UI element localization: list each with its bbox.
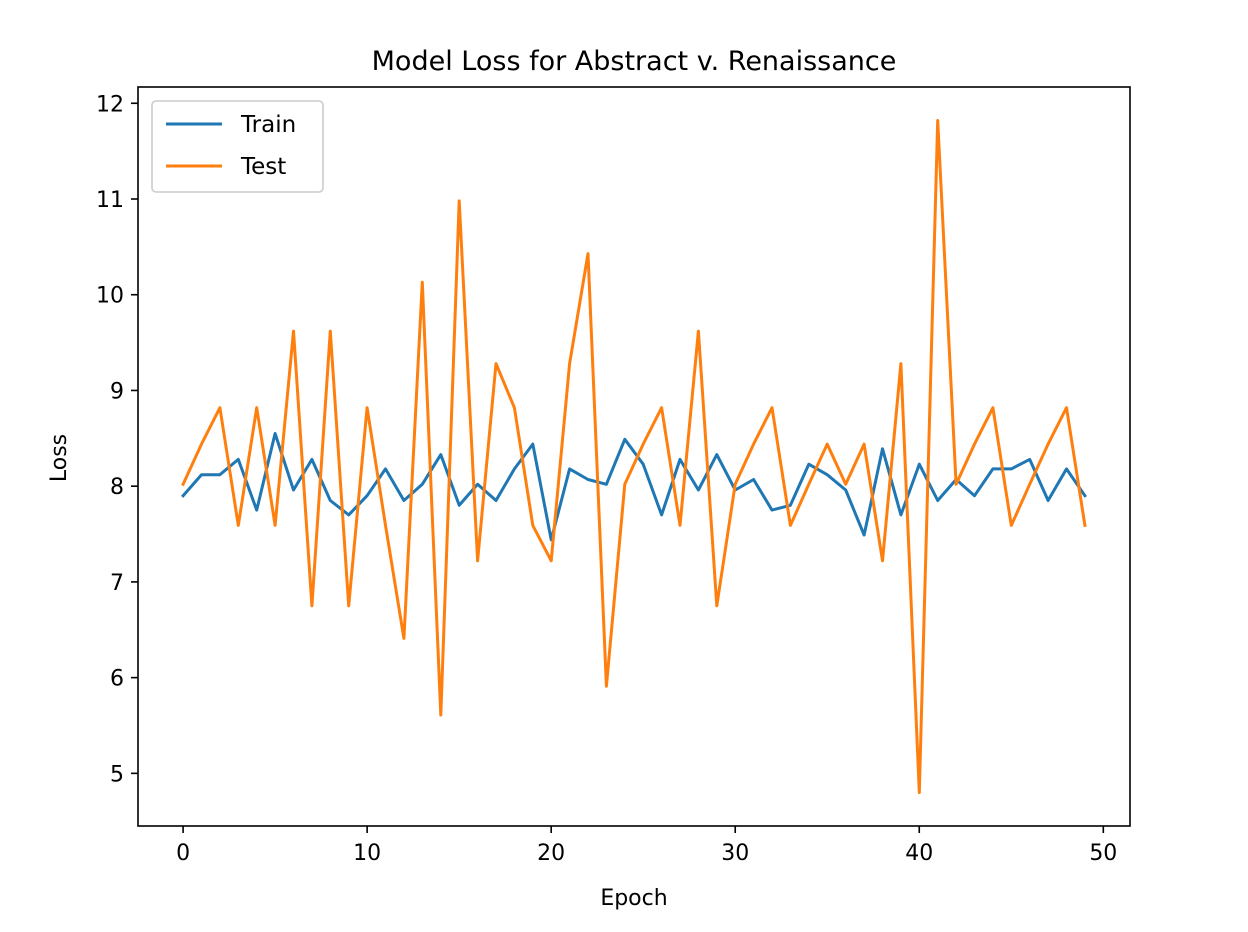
series-line-test: [181, 119, 1087, 794]
x-tick-label: 0: [176, 841, 190, 866]
y-tick-label: 7: [110, 571, 124, 596]
legend-label-test: Test: [240, 154, 286, 180]
series-line-train: [180, 432, 1087, 542]
y-tick-label: 6: [110, 667, 124, 692]
axis-layer: 0 10 20 30 40 50 5 6 7 8 9 10 11 12: [96, 92, 1117, 866]
chart-title: Model Loss for Abstract v. Renaissance: [372, 46, 897, 77]
plot-area-frame: [137, 86, 1131, 827]
y-tick-label: 12: [96, 92, 124, 117]
y-tick-label: 11: [96, 188, 124, 213]
x-tick-label: 10: [353, 841, 381, 866]
x-tick-label: 30: [721, 841, 749, 866]
y-axis-title: Loss: [47, 434, 72, 482]
legend: Train Test: [151, 100, 324, 193]
y-tick-label: 10: [96, 284, 124, 309]
x-tick-label: 20: [537, 841, 565, 866]
x-tick-label: 50: [1089, 841, 1117, 866]
y-tick-label: 8: [110, 475, 124, 500]
x-axis-title: Epoch: [600, 886, 667, 911]
y-tick-label: 9: [110, 379, 124, 404]
y-tick-label: 5: [110, 762, 124, 787]
legend-label-train: Train: [240, 112, 296, 138]
legend-box: [151, 100, 324, 193]
series-layer: [180, 119, 1087, 794]
x-tick-label: 40: [905, 841, 933, 866]
